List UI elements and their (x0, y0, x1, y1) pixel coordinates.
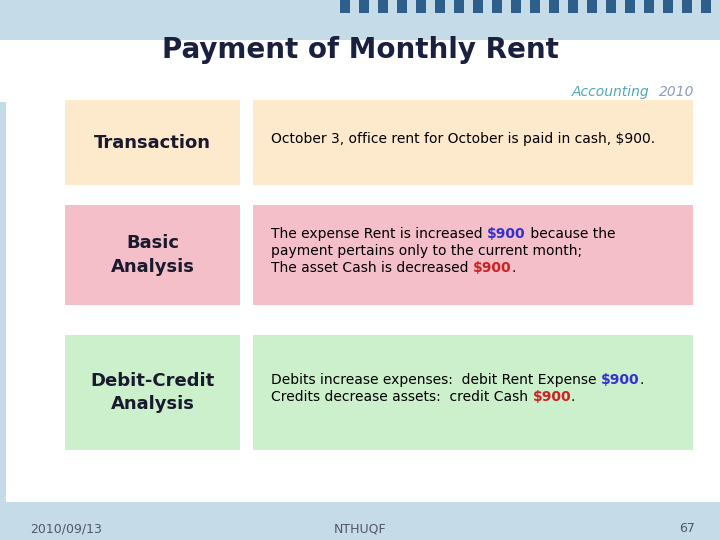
Polygon shape (0, 40, 720, 110)
Bar (65, 205, 240, 305)
Bar (568, 0, 578, 13)
Text: Debit-Credit
Analysis: Debit-Credit Analysis (91, 372, 215, 413)
Bar (435, 0, 445, 13)
Bar (587, 0, 597, 13)
Bar (416, 0, 426, 13)
Bar (359, 0, 369, 13)
Text: The asset Cash is decreased: The asset Cash is decreased (271, 261, 473, 275)
Bar (644, 0, 654, 13)
Text: $900: $900 (473, 261, 511, 275)
Bar (253, 100, 693, 185)
Bar (0, 40, 720, 502)
Text: Accounting: Accounting (572, 85, 649, 99)
Text: 2010/09/13: 2010/09/13 (30, 523, 102, 536)
Text: .: . (571, 390, 575, 404)
Text: .: . (639, 373, 644, 387)
Bar (397, 0, 407, 13)
Bar (492, 0, 502, 13)
Text: 67: 67 (679, 523, 695, 536)
Bar (253, 335, 693, 450)
Bar (625, 0, 635, 13)
Bar (65, 100, 240, 185)
Bar (340, 0, 350, 13)
Text: Basic
Analysis: Basic Analysis (111, 234, 194, 276)
Bar (378, 0, 388, 13)
Bar (530, 0, 540, 13)
Bar (511, 0, 521, 13)
Bar (549, 0, 559, 13)
Text: The expense Rent is increased: The expense Rent is increased (271, 227, 487, 241)
Text: .: . (511, 261, 516, 275)
Bar (663, 0, 673, 13)
Text: Credits decrease assets:  credit Cash: Credits decrease assets: credit Cash (271, 390, 532, 404)
Text: NTHUQF: NTHUQF (333, 523, 387, 536)
Text: $900: $900 (532, 390, 571, 404)
Text: Payment of Monthly Rent: Payment of Monthly Rent (161, 36, 559, 64)
Text: $900: $900 (487, 227, 526, 241)
Text: Transaction: Transaction (94, 133, 211, 152)
Bar (682, 0, 692, 13)
Text: because the: because the (526, 227, 615, 241)
Text: payment pertains only to the current month;: payment pertains only to the current mon… (271, 244, 582, 258)
Text: 2010: 2010 (659, 85, 695, 99)
Text: October 3, office rent for October is paid in cash, $900.: October 3, office rent for October is pa… (271, 132, 655, 145)
Bar (0, 0, 720, 80)
Text: $900: $900 (601, 373, 639, 387)
Bar (701, 0, 711, 13)
Bar (606, 0, 616, 13)
Bar (0, 102, 6, 518)
Bar (473, 0, 483, 13)
Bar (454, 0, 464, 13)
Bar (253, 205, 693, 305)
Bar (65, 335, 240, 450)
Bar (0, 518, 720, 540)
Text: Debits increase expenses:  debit Rent Expense: Debits increase expenses: debit Rent Exp… (271, 373, 601, 387)
